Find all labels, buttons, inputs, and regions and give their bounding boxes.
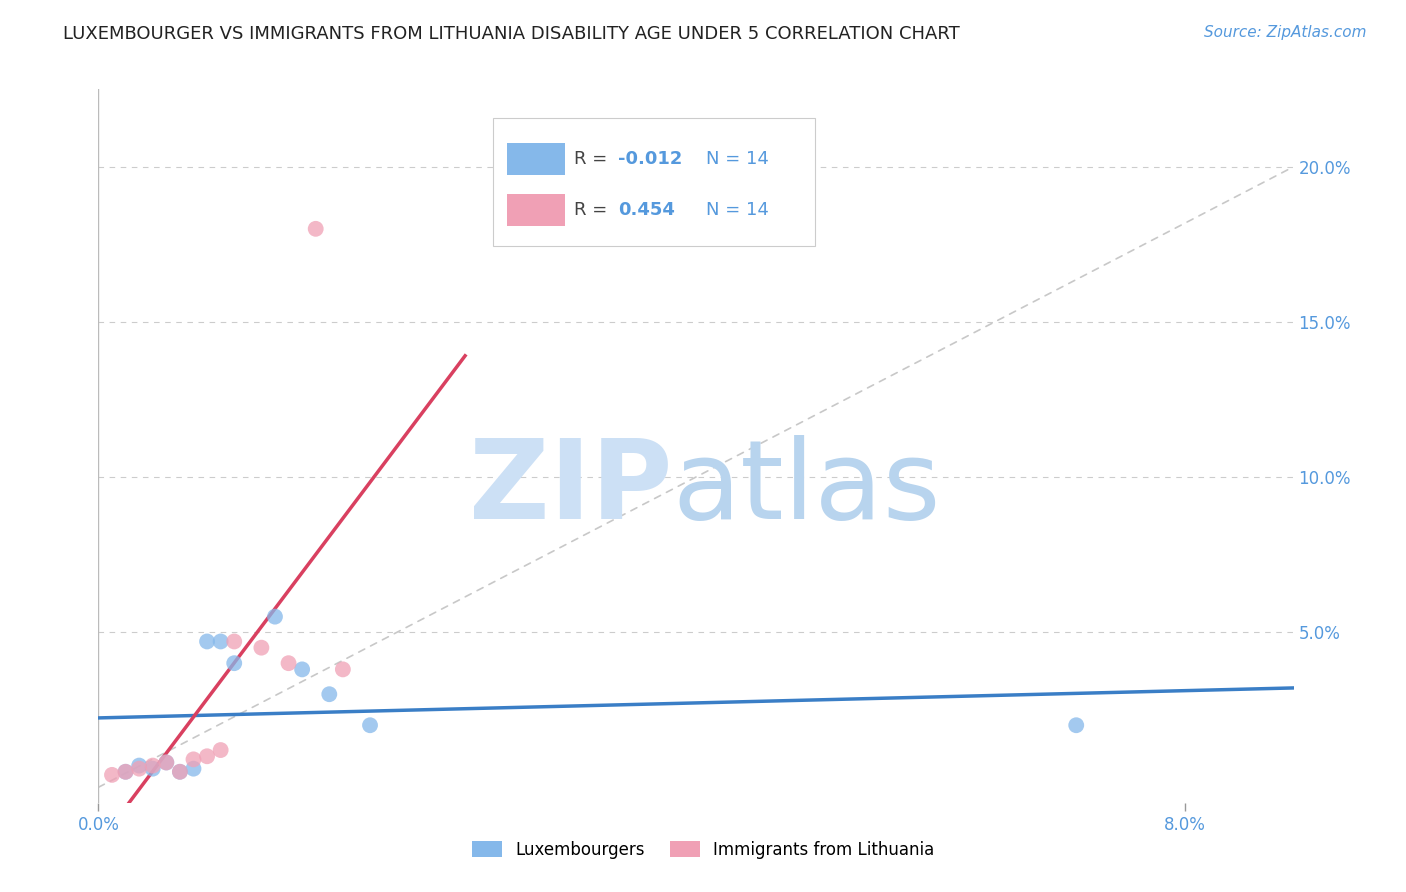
Point bbox=[250, 640, 273, 655]
Point bbox=[291, 662, 314, 676]
Text: 0.454: 0.454 bbox=[619, 202, 675, 219]
Text: N = 14: N = 14 bbox=[706, 150, 769, 168]
Point bbox=[209, 634, 232, 648]
Point bbox=[305, 222, 328, 236]
FancyBboxPatch shape bbox=[508, 194, 565, 227]
Point bbox=[332, 662, 354, 676]
Point bbox=[169, 764, 191, 779]
Text: -0.012: -0.012 bbox=[619, 150, 683, 168]
Point bbox=[1064, 718, 1087, 732]
Text: N = 14: N = 14 bbox=[706, 202, 769, 219]
Point bbox=[359, 718, 381, 732]
Point bbox=[155, 756, 177, 770]
Point bbox=[264, 609, 287, 624]
Point bbox=[183, 752, 205, 766]
Point bbox=[224, 656, 246, 670]
Point bbox=[142, 762, 165, 776]
Text: R =: R = bbox=[574, 202, 613, 219]
Legend: Luxembourgers, Immigrants from Lithuania: Luxembourgers, Immigrants from Lithuania bbox=[465, 835, 941, 866]
Point bbox=[183, 762, 205, 776]
Point bbox=[114, 764, 136, 779]
Point bbox=[128, 762, 150, 776]
Point bbox=[169, 764, 191, 779]
FancyBboxPatch shape bbox=[494, 118, 815, 246]
Point bbox=[101, 768, 124, 782]
Text: ZIP: ZIP bbox=[468, 435, 672, 542]
Text: atlas: atlas bbox=[672, 435, 941, 542]
Point bbox=[195, 749, 218, 764]
Point bbox=[128, 758, 150, 772]
Text: LUXEMBOURGER VS IMMIGRANTS FROM LITHUANIA DISABILITY AGE UNDER 5 CORRELATION CHA: LUXEMBOURGER VS IMMIGRANTS FROM LITHUANI… bbox=[63, 25, 960, 43]
Point bbox=[318, 687, 340, 701]
Point bbox=[209, 743, 232, 757]
Point bbox=[155, 756, 177, 770]
Text: Source: ZipAtlas.com: Source: ZipAtlas.com bbox=[1204, 25, 1367, 40]
Point bbox=[114, 764, 136, 779]
Point bbox=[224, 634, 246, 648]
Text: R =: R = bbox=[574, 150, 613, 168]
Point bbox=[142, 758, 165, 772]
Point bbox=[195, 634, 218, 648]
FancyBboxPatch shape bbox=[508, 143, 565, 175]
Point bbox=[277, 656, 299, 670]
